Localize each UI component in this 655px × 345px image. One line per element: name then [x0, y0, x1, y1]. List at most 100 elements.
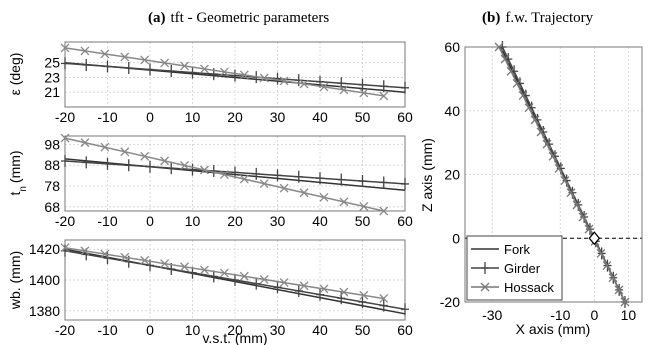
- subplot-trajectory-frame: [464, 46, 643, 303]
- wb-marker-hossack-10: [259, 274, 269, 284]
- tn-ytick-label-1: 78: [44, 178, 60, 194]
- wb-marker-hossack-16: [379, 294, 389, 303]
- trajectory-marker-hossack-0: [494, 42, 504, 52]
- trajectory-marker-hossack-14: [578, 212, 588, 222]
- subplot-epsilon-ylabel: ε (deg): [7, 53, 23, 96]
- wb-marker-girder-8: [231, 274, 239, 286]
- tn-xtick-label-0: -20: [55, 213, 75, 229]
- tn-marker-hossack-12: [299, 188, 309, 198]
- wb-marker-hossack-3: [120, 252, 130, 262]
- epsilon-ytick-label-1: 23: [44, 69, 60, 85]
- trajectory-marker-hossack-1: [500, 54, 510, 64]
- tn-marker-hossack-16: [379, 206, 389, 216]
- epsilon-marker-hossack-5: [160, 58, 170, 68]
- epsilon-marker-girder-0: [61, 57, 69, 70]
- trajectory-marker-hossack-20: [614, 285, 624, 295]
- epsilon-xtick-label-0: -20: [55, 109, 75, 125]
- epsilon-xtick-label-6: 40: [312, 109, 328, 125]
- epsilon-marker-girder-8: [231, 69, 239, 82]
- trajectory-ytick-label-4: 60: [444, 39, 460, 55]
- tn-marker-hossack-10: [259, 179, 269, 189]
- wb-marker-girder-15: [379, 299, 388, 312]
- trajectory-marker-hossack-3: [512, 78, 522, 88]
- epsilon-xtick-label-8: 60: [397, 109, 413, 125]
- tn-xtick-label-5: 30: [270, 213, 286, 229]
- tn-xtick-label-4: 20: [227, 213, 243, 229]
- trajectory-ytick-label-2: 20: [444, 167, 460, 183]
- wb-marker-hossack-1: [80, 246, 90, 256]
- subplot-wb: -20 -10 0 10 20 30 40 50 60 1380 1400 1420 wb. (mm)…: [7, 239, 413, 345]
- tn-series-girder: [61, 155, 409, 190]
- legend-label-girder: Girder: [504, 261, 541, 276]
- tn-marker-girder-0: [61, 155, 69, 167]
- panel-b-title-letter: (b): [482, 10, 500, 26]
- subplot-wb-frame: [64, 239, 406, 321]
- tn-xtick-label-2: 0: [146, 213, 154, 229]
- epsilon-marker-girder-3: [124, 61, 133, 74]
- tn-xtick-label-7: 50: [355, 213, 371, 229]
- tn-marker-hossack-7: [199, 165, 209, 175]
- epsilon-marker-girder-6: [188, 66, 197, 79]
- subplot-tn-ylabel: tn (mm): [7, 150, 29, 195]
- tn-marker-girder-16: [401, 177, 409, 190]
- epsilon-marker-girder-14: [358, 78, 367, 91]
- wb-marker-hossack-7: [199, 265, 209, 275]
- trajectory-origin-diamond: [588, 231, 601, 246]
- trajectory-line-hossack: [498, 46, 626, 303]
- trajectory-marker-hossack-10: [554, 163, 564, 173]
- epsilon-marker-girder-15: [379, 80, 388, 93]
- epsilon-marker-hossack-15: [359, 88, 369, 98]
- wb-marker-hossack-0: [60, 243, 70, 253]
- subplot-tn-ylabel-main: t: [7, 192, 23, 196]
- wb-marker-girder-16: [401, 303, 409, 316]
- wb-ytick-label-2: 1420: [29, 241, 60, 257]
- epsilon-marker-hossack-2: [100, 49, 110, 59]
- epsilon-series-hossack: [60, 43, 389, 101]
- epsilon-marker-hossack-12: [299, 79, 309, 89]
- wb-ytick-label-0: 1380: [29, 303, 60, 319]
- subplot-tn-ylabel-unit: (mm): [7, 150, 23, 183]
- epsilon-xtick-label-1: -10: [97, 109, 117, 125]
- epsilon-xtick-label-3: 10: [185, 109, 201, 125]
- tn-marker-girder-9: [252, 167, 261, 180]
- wb-xtick-label-6: 40: [312, 322, 328, 338]
- panel-a-title: (a) tft - Geometric parameters: [148, 10, 329, 26]
- trajectory-series-hossack: [494, 42, 630, 307]
- panel-a-title-letter: (a): [148, 10, 166, 26]
- trajectory-legend: Fork Girder Hossack: [466, 235, 563, 301]
- legend-label-hossack: Hossack: [504, 280, 554, 295]
- trajectory-xtick-label-2: 0: [590, 307, 598, 323]
- epsilon-xtick-label-7: 50: [355, 109, 371, 125]
- epsilon-marker-hossack-8: [219, 67, 229, 77]
- subplot-tn-ylabel-sub: n: [18, 186, 29, 192]
- subplot-tn: -20 -10 0 10 20 30 40 50 60 68 78 88 98 tn (mm): [7, 133, 413, 229]
- tn-xtick-label-1: -10: [97, 213, 117, 229]
- wb-xtick-label-3: 10: [185, 322, 201, 338]
- trajectory-marker-hossack-18: [602, 261, 612, 271]
- epsilon-marker-girder-5: [167, 65, 176, 78]
- wb-series-hossack: [60, 243, 389, 303]
- wb-marker-hossack-4: [140, 255, 150, 265]
- wb-marker-hossack-9: [239, 271, 249, 281]
- subplot-epsilon-frame: [64, 41, 406, 108]
- trajectory-ytick-label-3: 40: [444, 103, 460, 119]
- tn-marker-hossack-11: [279, 183, 289, 193]
- wb-marker-hossack-5: [160, 259, 170, 269]
- trajectory-xtick-label-0: -30: [482, 307, 502, 323]
- tn-marker-girder-13: [337, 173, 346, 186]
- tn-marker-hossack-14: [339, 197, 349, 207]
- trajectory-marker-hossack-5: [524, 103, 534, 113]
- wb-xtick-label-4: 20: [227, 322, 243, 338]
- tn-marker-hossack-15: [359, 201, 369, 211]
- subplot-wb-ticks: -20 -10 0 10 20 30 40 50 60 1380 1400 1420: [29, 241, 413, 338]
- trajectory-marker-hossack-19: [608, 273, 618, 283]
- subplot-wb-ylabel: wb. (mm): [7, 251, 23, 310]
- legend-marker-hossack: [480, 282, 490, 292]
- tn-marker-girder-14: [358, 175, 367, 188]
- trajectory-marker-hossack-17: [596, 248, 606, 258]
- legend-label-fork: Fork: [504, 242, 531, 257]
- tn-marker-hossack-3: [120, 147, 130, 157]
